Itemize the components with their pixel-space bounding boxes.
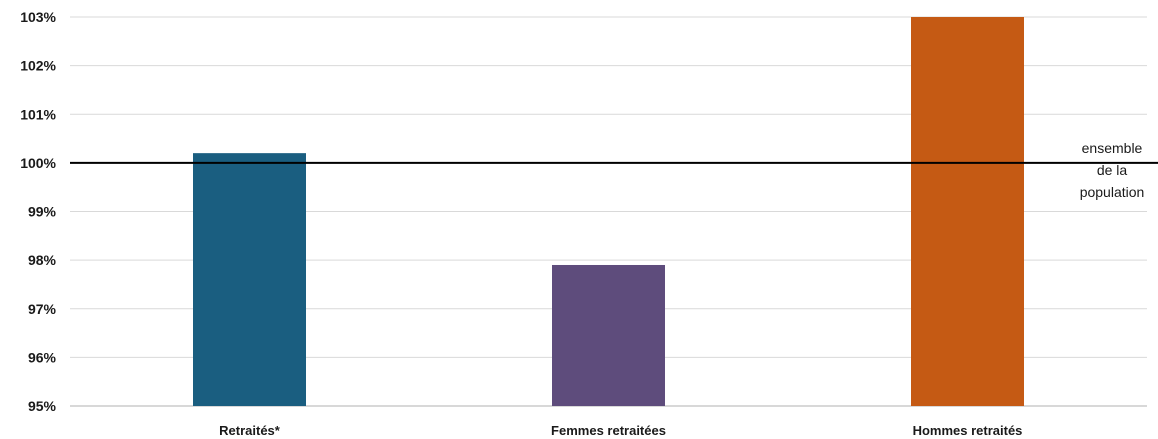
y-tick-label: 98% <box>28 252 57 268</box>
y-tick-label: 96% <box>28 349 57 365</box>
x-category-label: Femmes retraitées <box>551 423 666 438</box>
reference-line-group: ensemble de la population <box>70 140 1158 200</box>
bars <box>193 17 1024 406</box>
y-tick-label: 103% <box>20 9 56 25</box>
y-tick-label: 97% <box>28 301 57 317</box>
bar <box>193 153 306 406</box>
reference-label-line: ensemble <box>1082 140 1143 156</box>
reference-label-line: de la <box>1097 162 1128 178</box>
y-tick-label: 99% <box>28 204 57 220</box>
y-tick-label: 100% <box>20 155 56 171</box>
bar <box>552 264 665 406</box>
reference-label-line: population <box>1080 184 1145 200</box>
x-category-label: Retraités* <box>219 423 281 438</box>
y-tick-label: 101% <box>20 106 56 122</box>
y-tick-label: 102% <box>20 58 56 74</box>
x-axis: Retraités* Femmes retraitées Hommes retrai… <box>219 423 1022 438</box>
x-category-label: Hommes retraités <box>913 423 1023 438</box>
y-axis: 95% 96% 97% 98% 99% 100% 101% 102% 103% <box>20 9 56 414</box>
bar <box>911 17 1024 406</box>
y-tick-label: 95% <box>28 398 57 414</box>
